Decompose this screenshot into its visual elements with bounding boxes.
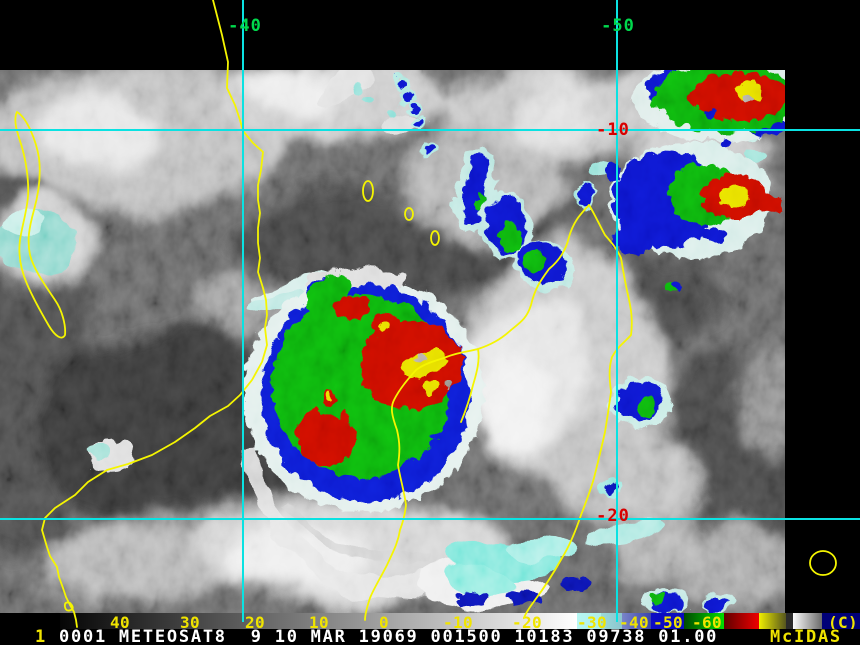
image-noise-texture: [0, 70, 785, 613]
colorbar-label-c: (C): [827, 613, 859, 632]
reunion-island-outline: [809, 550, 837, 576]
image-info-text: 0001 METEOSAT8 9 10 MAR 19069 001500 101…: [59, 627, 719, 645]
latlon-grid: [0, 0, 860, 622]
madagascar-west-coastline: [364, 204, 590, 621]
madagascar-bay-detail: [460, 348, 480, 423]
longitude-label-40: -40: [228, 16, 262, 36]
comoros-island-2: [404, 207, 414, 221]
comoros-island-3: [430, 230, 440, 246]
temperature-colorbar: 40 30 20 10 0 -10 -20 -30 -40 -50 -60 (C): [0, 613, 860, 632]
colorbar-label--60: -60: [691, 613, 723, 632]
latitude-label-10: -10: [596, 120, 630, 140]
latitude-line-10: [0, 129, 860, 131]
madagascar-east-coastline: [523, 204, 633, 619]
colorbar-label-20: 20: [244, 613, 266, 632]
grid-labels: -40 -50 -10 -20: [228, 16, 635, 526]
mcidas-brand-label: McIDAS: [770, 627, 842, 645]
latitude-label-20: -20: [596, 506, 630, 526]
longitude-line-50: [616, 0, 618, 622]
status-line: 1 0001 METEOSAT8 9 10 MAR 19069 001500 1…: [0, 629, 860, 645]
right-black-band: [785, 70, 860, 613]
colorbar-label-30: 30: [179, 613, 201, 632]
lake-malawi-outline: [14, 111, 67, 339]
colorbar-label--20: -20: [511, 613, 543, 632]
top-black-band: [0, 0, 860, 70]
latitude-line-20: [0, 518, 860, 520]
comoros-island-1: [362, 180, 374, 202]
colorbar-label-10: 10: [308, 613, 330, 632]
longitude-line-40: [242, 0, 244, 622]
colorbar-label-40: 40: [109, 613, 131, 632]
colorbar-label-0: 0: [378, 613, 390, 632]
coastline-overlay: [14, 0, 837, 628]
colorbar-label--30: -30: [576, 613, 608, 632]
africa-coastline: [41, 0, 268, 628]
frame-number: 1: [35, 627, 47, 645]
longitude-label-50: -50: [601, 16, 635, 36]
satellite-imagery: [0, 70, 785, 613]
colorbar-label--10: -10: [442, 613, 474, 632]
coastal-lagoon-detail: [63, 601, 74, 612]
colorbar-label--40: -40: [618, 613, 650, 632]
colorbar-label--50: -50: [652, 613, 684, 632]
